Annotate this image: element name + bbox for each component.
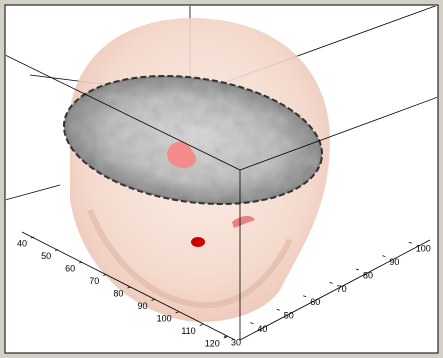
tick-label: 90 [137,301,147,311]
tick-label: 80 [113,288,123,298]
tick-label: 70 [89,276,99,286]
tick-label: 50 [41,251,51,261]
tick-label: 70 [337,284,347,294]
tick-label: 60 [310,297,320,307]
activation [191,237,205,247]
tick-label: 80 [363,270,373,280]
figure: 40 50 60 70 80 90 100 110 120 30 40 50 60 70 80 90 100 [0,0,443,358]
tick-label: 110 [181,326,195,336]
tick-label: 100 [416,244,431,254]
tick-label: 30 [231,337,241,347]
tick-label: 50 [284,311,294,321]
tick-label: 40 [17,238,27,248]
tick-label: 40 [257,324,267,334]
tick-label: 100 [157,313,172,323]
tick-label: 60 [65,263,75,273]
page: 40506070809010011012030405060708090100 (… [0,0,443,358]
tick-label: 120 [205,338,220,348]
tick-label: 90 [389,257,399,267]
